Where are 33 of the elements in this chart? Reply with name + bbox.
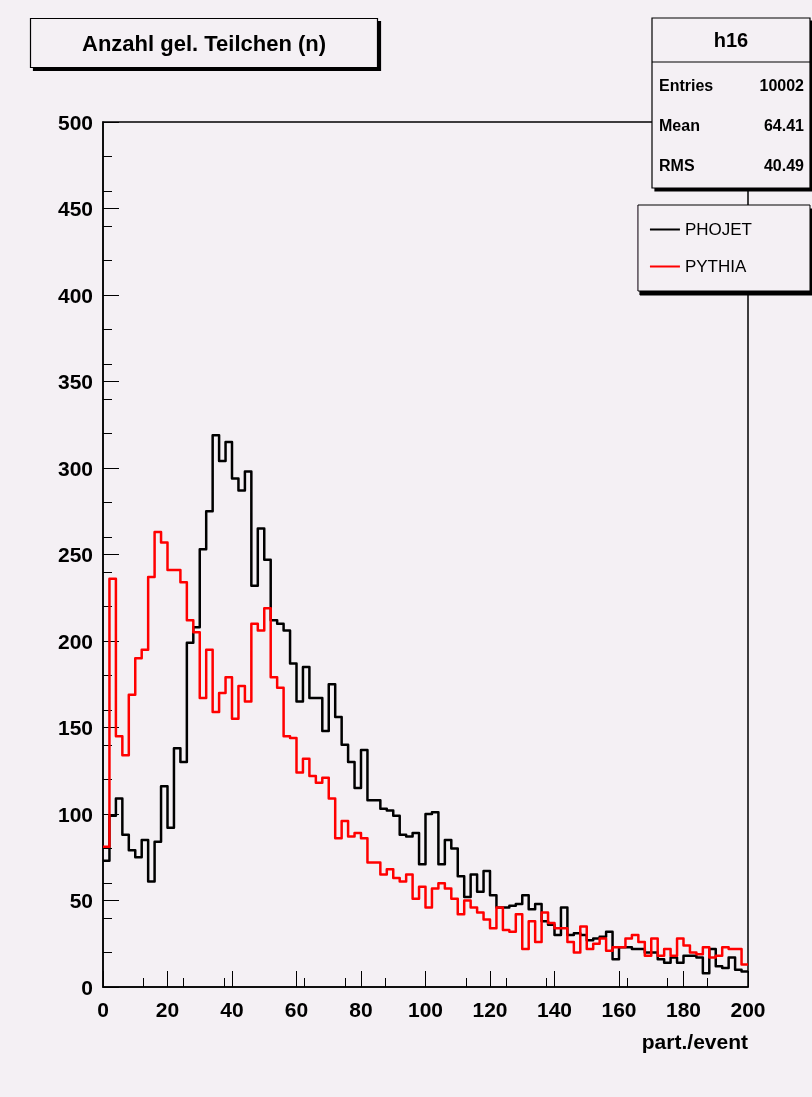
legend-label: PYTHIA [684, 257, 747, 276]
annotation: Mean [659, 116, 700, 134]
y-tick-label: 50 [69, 889, 93, 912]
y-tick-label: 150 [57, 716, 93, 739]
text: h16 [713, 29, 749, 51]
y-tick-label: 200 [57, 629, 93, 653]
annotation: RMS [659, 156, 695, 174]
x-tick-label: 20 [155, 998, 180, 1021]
x-axis-title: part./event [641, 1030, 748, 1053]
y-tick-label: 250 [57, 543, 93, 566]
x-tick-label: 80 [349, 998, 373, 1021]
y-tick-label: 500 [57, 110, 93, 134]
text: Entries [659, 76, 714, 94]
y-tick-label: 450 [57, 197, 93, 220]
text: 40.49 [763, 156, 805, 174]
x-tick-label: 40 [220, 998, 244, 1021]
x-tick-label: 0 [97, 998, 109, 1021]
x-tick-label: 160 [601, 998, 637, 1021]
legend-label: PHOJET [684, 220, 752, 239]
text: 64.41 [763, 116, 805, 134]
y-tick-label: 100 [57, 802, 93, 826]
x-tick-label: 120 [472, 998, 508, 1021]
x-tick-label: 180 [665, 998, 702, 1021]
x-tick-label: 140 [536, 998, 573, 1021]
chart-title: Anzahl gel. Teilchen (n) [82, 30, 327, 56]
y-tick-label: 0 [81, 975, 93, 999]
y-tick-label: 400 [57, 283, 93, 307]
y-tick-label: 350 [57, 370, 93, 393]
y-tick-label: 300 [57, 456, 93, 480]
x-tick-label: 60 [284, 998, 309, 1021]
x-tick-label: 200 [730, 998, 766, 1021]
text: 10002 [759, 76, 805, 94]
x-tick-label: 100 [407, 998, 444, 1021]
